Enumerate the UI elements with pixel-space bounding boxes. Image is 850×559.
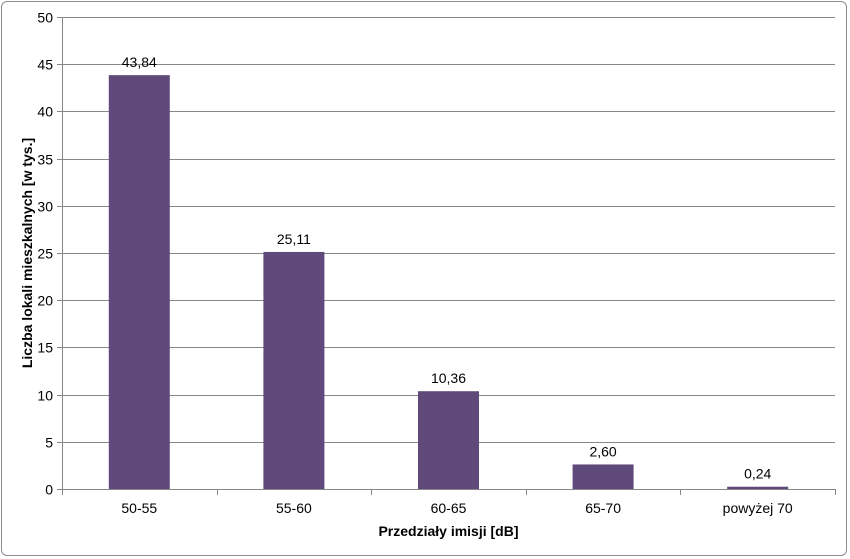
y-tick-label: 10 (37, 388, 53, 404)
x-tick-label: powyżej 70 (723, 500, 793, 516)
y-tick-label: 35 (37, 152, 53, 168)
y-tick-label: 30 (37, 199, 53, 215)
x-tick-label: 65-70 (585, 500, 621, 516)
y-axis-title: Liczba lokali mieszkalnych [w tys.] (19, 138, 35, 368)
y-tick-label: 20 (37, 293, 53, 309)
y-tick-label: 45 (37, 57, 53, 73)
x-axis-title: Przedziały imisji [dB] (378, 523, 518, 539)
y-tick-label: 5 (45, 435, 53, 451)
x-tick-label: 55-60 (276, 500, 312, 516)
x-tick-label: 50-55 (121, 500, 157, 516)
bar (727, 486, 789, 489)
x-tick-label: 60-65 (431, 500, 467, 516)
data-label: 25,11 (277, 231, 311, 247)
bar (418, 391, 479, 489)
y-tick-label: 25 (37, 246, 53, 262)
y-tick-label: 15 (37, 340, 53, 356)
data-labels: 43,84 25,11 10,36 2,60 0,24 (122, 54, 772, 482)
y-tick-label: 0 (45, 482, 53, 498)
data-label: 43,84 (122, 54, 157, 70)
bar (108, 75, 170, 490)
x-axis-ticks: 50-55 55-60 60-65 65-70 powyżej 70 (62, 489, 836, 516)
bar (263, 251, 325, 489)
y-axis-ticks: 0 5 10 15 20 25 30 35 40 45 50 (37, 10, 62, 498)
y-tick-label: 50 (37, 10, 53, 26)
y-tick-label: 40 (37, 104, 53, 120)
data-label: 0,24 (744, 466, 771, 482)
data-label: 10,36 (431, 370, 466, 386)
gridlines (62, 17, 835, 443)
data-label: 2,60 (589, 443, 616, 459)
bar (572, 464, 634, 489)
bars (108, 75, 789, 490)
